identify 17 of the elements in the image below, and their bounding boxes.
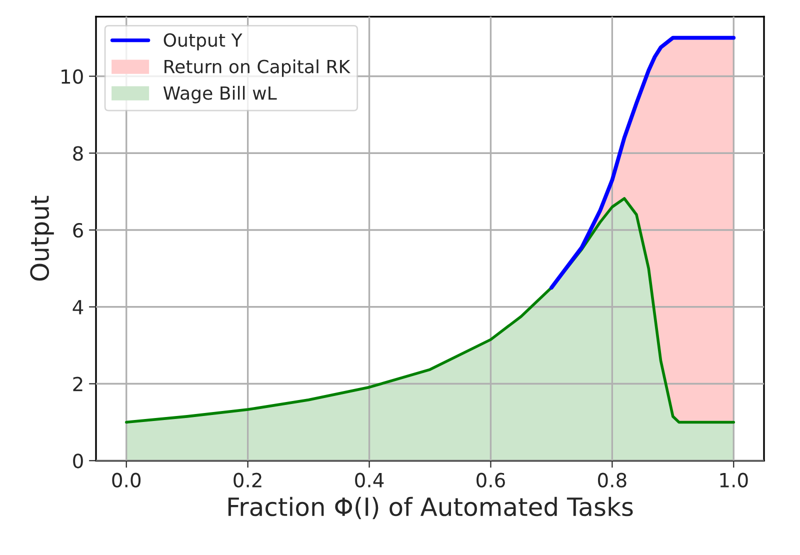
x-tick-label: 0.6 — [476, 472, 505, 488]
x-tick-label: 0.2 — [234, 472, 262, 488]
x-tick-label: 1.0 — [720, 472, 748, 488]
y-tick-label: 6 — [73, 222, 83, 238]
x-tick-label: 0.0 — [112, 472, 141, 488]
x-tick-label: 0.8 — [598, 472, 626, 488]
legend-label: Return on Capital RK — [164, 59, 350, 77]
y-tick-label: 4 — [72, 300, 84, 314]
y-tick-label: 8 — [73, 146, 83, 161]
y-tick-label: 10 — [62, 69, 83, 84]
y-axis-title: Output — [30, 196, 54, 281]
x-tick-label: 0.4 — [355, 472, 384, 488]
legend-label: Wage Bill wL — [163, 86, 277, 104]
x-axis-title: Fraction Φ(I) of Automated Tasks — [228, 496, 633, 520]
y-tick-label: 2 — [73, 376, 82, 392]
legend-label: Output Y — [164, 33, 242, 50]
y-tick-label: 0 — [73, 454, 83, 468]
